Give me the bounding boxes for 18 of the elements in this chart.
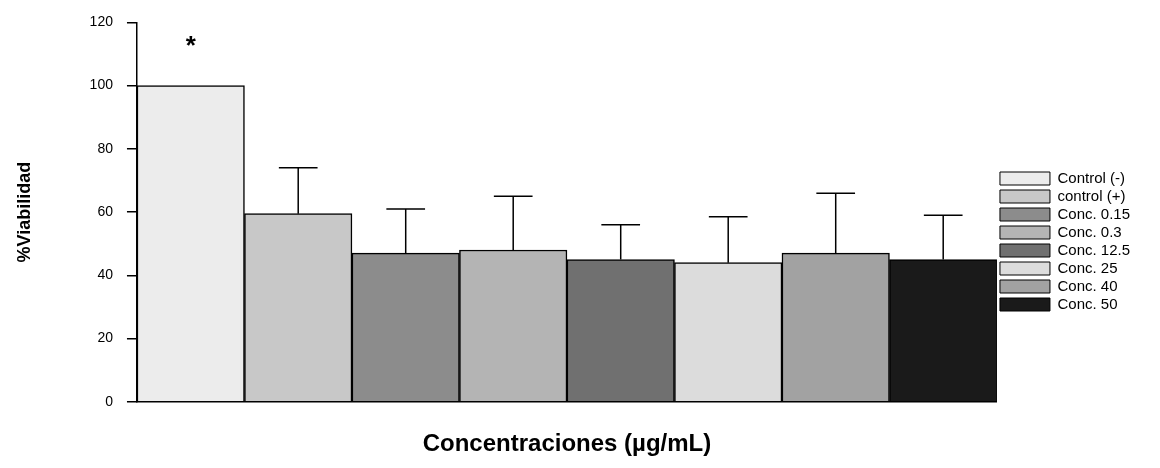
legend-label: Conc. 0.15 bbox=[1057, 204, 1130, 222]
legend-label: Conc. 0.3 bbox=[1057, 222, 1122, 240]
y-tick-label: 80 bbox=[97, 139, 114, 156]
y-tick-label: 0 bbox=[105, 392, 114, 409]
legend-label: Control (-) bbox=[1057, 168, 1125, 186]
y-tick-label: 120 bbox=[89, 13, 114, 30]
y-tick-label: 20 bbox=[97, 329, 114, 346]
y-tick-label: 60 bbox=[97, 202, 114, 219]
annotation: * bbox=[185, 29, 197, 60]
legend-label: Conc. 12.5 bbox=[1057, 240, 1130, 258]
legend-label: Conc. 25 bbox=[1057, 258, 1118, 276]
y-tick-label: 40 bbox=[97, 266, 114, 283]
legend-label: Conc. 40 bbox=[1057, 276, 1118, 294]
legend-label: Conc. 50 bbox=[1057, 294, 1118, 312]
y-tick-label: 100 bbox=[89, 76, 114, 93]
x-axis-title: Concentraciones (µg/mL) bbox=[422, 429, 712, 457]
y-axis-title: %Viabilidad bbox=[13, 161, 34, 263]
legend-label: control (+) bbox=[1057, 186, 1126, 204]
